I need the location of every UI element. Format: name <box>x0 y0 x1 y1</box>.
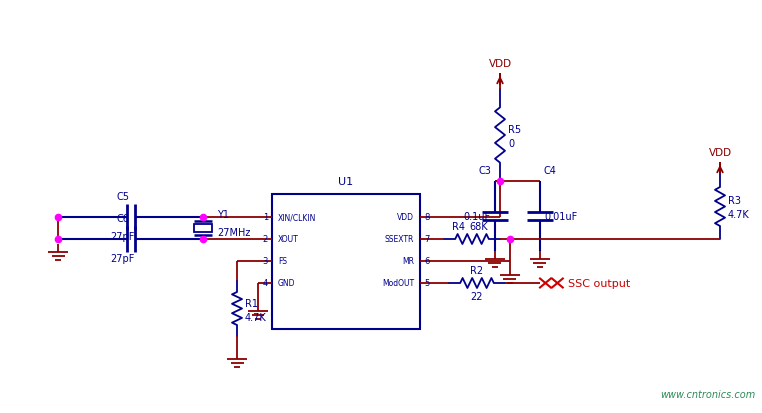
Text: ModOUT: ModOUT <box>382 279 414 288</box>
Text: www.cntronics.com: www.cntronics.com <box>660 389 755 399</box>
Text: 5: 5 <box>424 279 429 288</box>
Text: 27pF: 27pF <box>110 231 135 242</box>
Text: 4: 4 <box>263 279 268 288</box>
Text: C6: C6 <box>116 214 129 223</box>
Text: XIN/CLKIN: XIN/CLKIN <box>278 213 316 222</box>
Text: FS: FS <box>278 257 287 266</box>
Text: SSEXTR: SSEXTR <box>385 235 414 244</box>
Text: 27pF: 27pF <box>110 254 135 263</box>
Text: 6: 6 <box>424 257 429 266</box>
Text: 8: 8 <box>424 213 429 222</box>
Text: R1: R1 <box>245 298 258 308</box>
Text: Y1: Y1 <box>217 209 229 219</box>
Text: 22: 22 <box>471 291 483 301</box>
Text: C3: C3 <box>478 166 491 176</box>
Text: C4: C4 <box>544 166 557 176</box>
Text: XOUT: XOUT <box>278 235 299 244</box>
Text: 3: 3 <box>263 257 268 266</box>
Text: MR: MR <box>402 257 414 266</box>
Text: R3: R3 <box>728 196 741 206</box>
Bar <box>272 195 420 329</box>
Text: 4.7K: 4.7K <box>245 312 267 322</box>
Text: 68K: 68K <box>469 221 488 231</box>
Text: C5: C5 <box>116 192 129 202</box>
Text: U1: U1 <box>338 177 354 187</box>
Text: R4: R4 <box>453 221 466 231</box>
Text: R5: R5 <box>508 125 521 135</box>
Text: R2: R2 <box>470 266 484 275</box>
Text: 2: 2 <box>263 235 268 244</box>
Text: 7: 7 <box>424 235 429 244</box>
Text: 1: 1 <box>263 213 268 222</box>
Text: 27MHz: 27MHz <box>217 228 251 237</box>
Bar <box>194 225 212 232</box>
Text: 4.7K: 4.7K <box>728 210 750 220</box>
Text: 0.01uF: 0.01uF <box>544 211 578 221</box>
Text: VDD: VDD <box>488 59 511 69</box>
Text: SSC output: SSC output <box>568 278 630 288</box>
Text: VDD: VDD <box>709 147 732 158</box>
Text: GND: GND <box>278 279 296 288</box>
Text: VDD: VDD <box>397 213 414 222</box>
Text: 0.1uF: 0.1uF <box>464 211 491 221</box>
Text: 0: 0 <box>508 139 514 149</box>
